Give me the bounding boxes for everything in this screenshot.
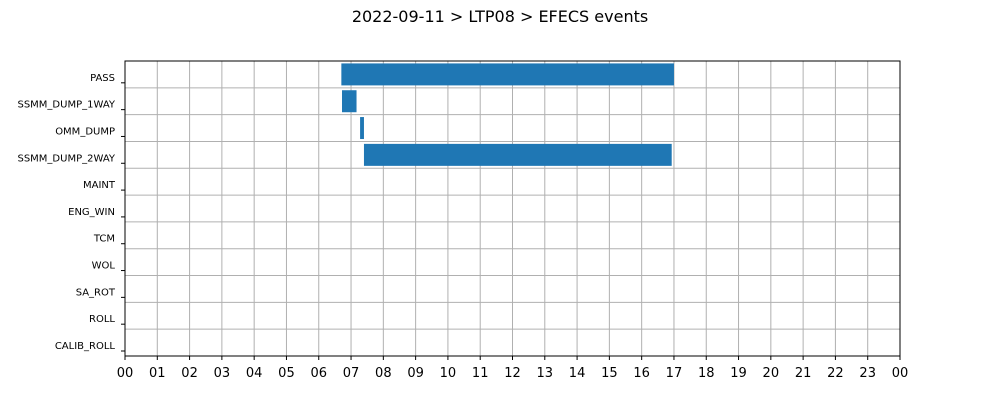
x-tick-label: 11: [472, 366, 489, 381]
y-tick-label: ENG_WIN: [68, 207, 115, 218]
y-tick-label: OMM_DUMP: [55, 126, 115, 137]
x-tick-label: 17: [666, 366, 683, 381]
y-tick-label: ROLL: [89, 314, 115, 325]
x-tick-label: 15: [601, 366, 618, 381]
x-tick-label: 10: [440, 366, 457, 381]
x-tick-label: 12: [504, 366, 521, 381]
chart-title: 2022-09-11 > LTP08 > EFECS events: [352, 7, 648, 26]
x-tick-label: 18: [698, 366, 715, 381]
y-tick-label: CALIB_ROLL: [55, 341, 116, 352]
y-tick-label: SSMM_DUMP_1WAY: [17, 100, 115, 111]
event-bar-omm-dump: [360, 117, 364, 140]
x-tick-label: 19: [730, 366, 747, 381]
event-bars: [341, 63, 674, 166]
event-bar-pass: [341, 63, 674, 86]
x-tick-label: 06: [310, 366, 327, 381]
x-tick-label: 09: [407, 366, 424, 381]
x-tick-label: 23: [859, 366, 876, 381]
x-axis: 00 01 02 03 04 05 06 07 08 09 10 11 12 13 14 15 16 17 18 19…: [117, 356, 909, 381]
y-tick-label: WOL: [92, 261, 116, 272]
x-tick-label: 00: [892, 366, 909, 381]
event-bar-ssmm-dump-2way: [363, 143, 672, 166]
y-tick-label: MAINT: [83, 180, 116, 191]
x-tick-label: 04: [246, 366, 263, 381]
x-tick-label: 14: [569, 366, 586, 381]
y-tick-label: SA_ROT: [76, 287, 116, 298]
x-tick-label: 22: [827, 366, 844, 381]
x-tick-label: 01: [149, 366, 166, 381]
x-tick-label: 20: [763, 366, 780, 381]
x-tick-label: 00: [117, 366, 134, 381]
x-tick-label: 07: [343, 366, 360, 381]
x-tick-label: 16: [633, 366, 650, 381]
grid: [125, 61, 900, 356]
x-tick-label: 13: [537, 366, 554, 381]
y-tick-label: TCM: [93, 234, 115, 245]
y-tick-label: PASS: [90, 73, 115, 84]
y-axis: PASS SSMM_DUMP_1WAY OMM_DUMP SSMM_DUMP_2WAY…: [17, 73, 125, 352]
x-tick-label: 08: [375, 366, 392, 381]
x-tick-label: 05: [278, 366, 295, 381]
y-tick-label: SSMM_DUMP_2WAY: [17, 153, 115, 164]
x-tick-label: 03: [214, 366, 231, 381]
x-tick-label: 21: [795, 366, 812, 381]
event-bar-ssmm-dump-1way: [342, 90, 357, 113]
x-tick-label: 02: [181, 366, 198, 381]
